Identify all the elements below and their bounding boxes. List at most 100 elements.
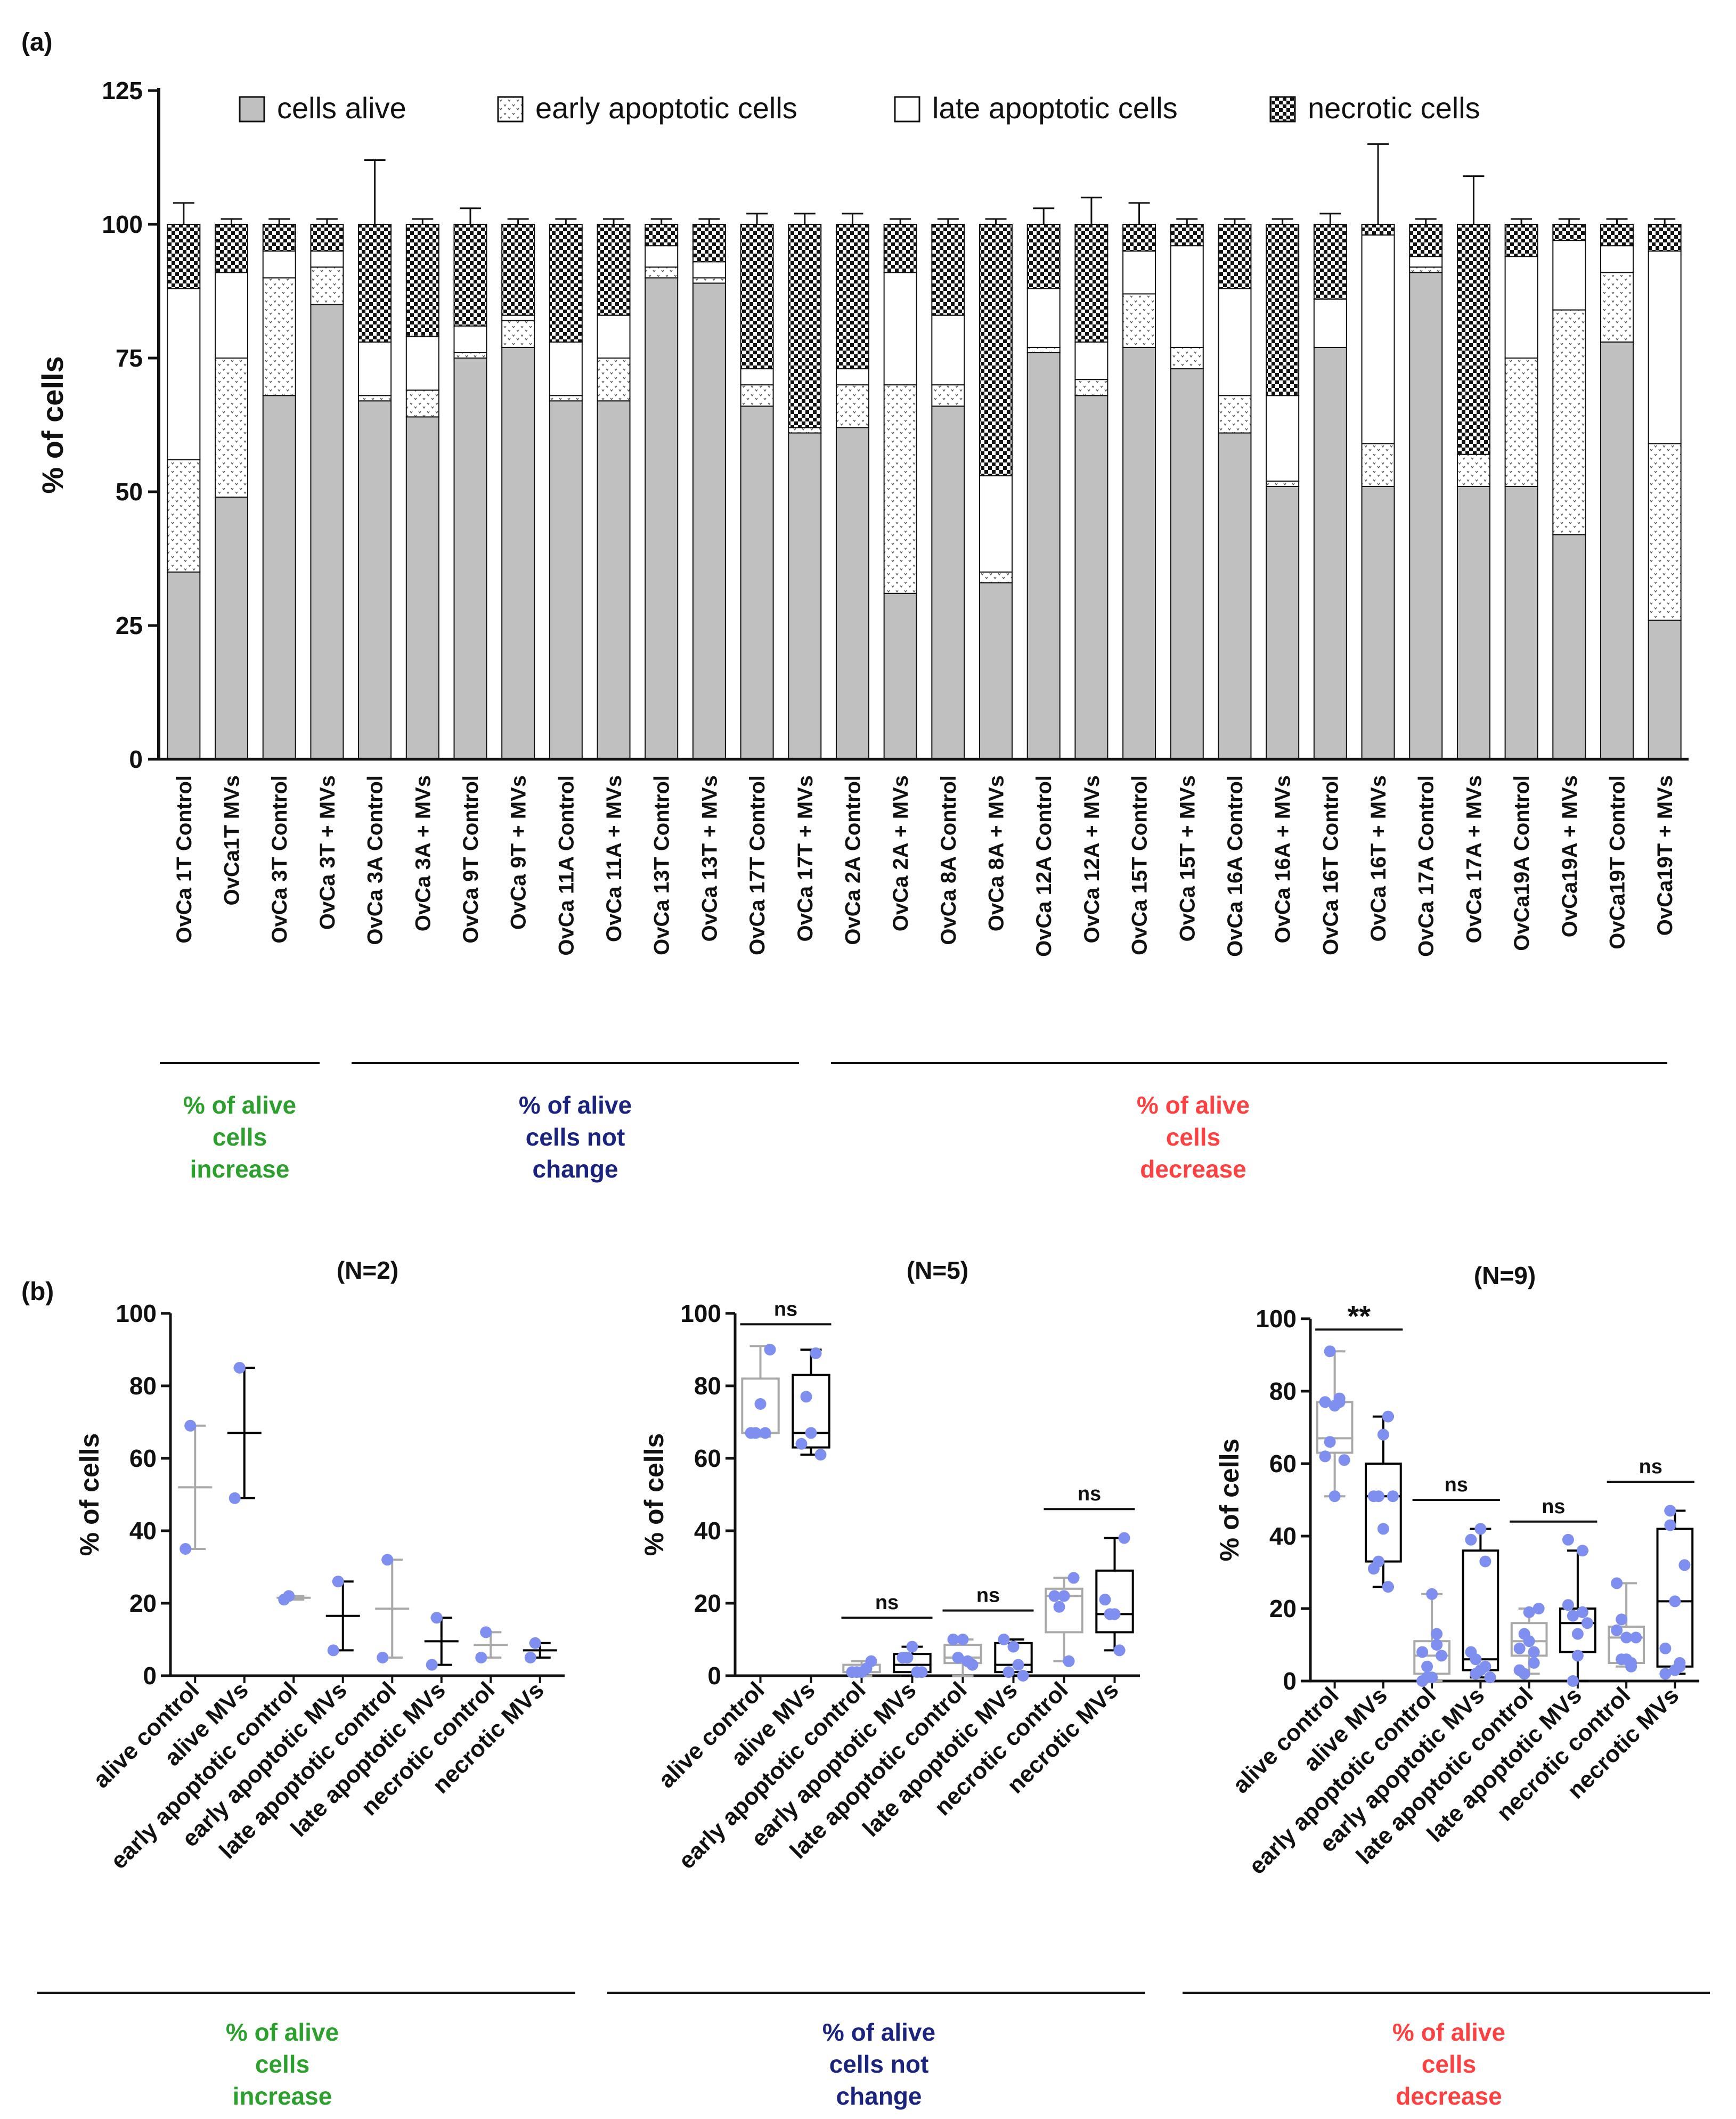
x-tick-label-23: OvCa 16A + MVs	[1272, 775, 1295, 943]
bar-necrotic-15	[883, 224, 917, 273]
bar-alive-15	[883, 592, 917, 760]
x-tick-label-30: OvCa19T Control	[1605, 775, 1629, 949]
bar-necrotic-21	[1170, 224, 1204, 247]
point-b2-3-1	[901, 1652, 914, 1663]
point-b2-6-1	[1053, 1601, 1065, 1613]
bar-alive-5	[405, 416, 439, 760]
point-b3-5-6	[1567, 1675, 1579, 1687]
point-b2-0-4	[764, 1344, 776, 1355]
point-b3-1-3	[1382, 1410, 1394, 1423]
bar-necrotic-8	[549, 224, 583, 343]
point-b2-7-3	[1113, 1644, 1126, 1657]
x-tick-label-5: OvCa 3A + MVs	[411, 775, 435, 931]
x-tick-label-18: OvCa 12A Control	[1032, 775, 1056, 957]
bar-necrotic-24	[1313, 224, 1347, 300]
y-tick-label-b2-1: 20	[694, 1589, 721, 1617]
point-b2-1-1	[800, 1391, 812, 1403]
point-b2-5-2	[1007, 1641, 1020, 1653]
point-b3-5-8	[1576, 1545, 1588, 1557]
y-tick-label-4: 100	[102, 210, 143, 238]
x-tick-label-27: OvCa 17A + MVs	[1462, 775, 1486, 943]
x-tick-label-11: OvCa 13T + MVs	[698, 775, 721, 941]
group-text-a-nochange-1: cells not	[526, 1123, 625, 1151]
bar-early-20	[1122, 293, 1156, 348]
bar-alive-2	[262, 395, 296, 760]
sig-label-b3-1: ns	[1445, 1474, 1468, 1496]
point-b3-7-5	[1659, 1668, 1672, 1680]
point-b2-1-2	[805, 1427, 817, 1439]
sig-label-b2-2: ns	[976, 1585, 1000, 1607]
point-b3-2-4	[1436, 1650, 1448, 1662]
point-b2-1-4	[814, 1449, 827, 1461]
bar-alive-13	[788, 432, 822, 760]
bar-necrotic-20	[1122, 224, 1156, 252]
x-tick-label-25: OvCa 16T + MVs	[1367, 775, 1390, 941]
point-b2-7-0	[1099, 1594, 1111, 1606]
x-tick-label-b1-2: early apoptotic control	[105, 1677, 303, 1874]
y-tick-label-b2-3: 60	[694, 1444, 721, 1472]
bar-necrotic-27	[1456, 224, 1490, 455]
point-b2-0-1	[749, 1427, 762, 1439]
bar-alive-14	[835, 427, 869, 760]
point-b2-1-3	[810, 1347, 822, 1359]
x-tick-label-12: OvCa 17T Control	[746, 775, 769, 955]
point-b3-0-4	[1338, 1454, 1350, 1466]
y-tick-label-b3-4: 80	[1269, 1377, 1297, 1405]
group-text-b-nochange-2: change	[836, 2082, 922, 2110]
bar-early-21	[1170, 346, 1204, 370]
point-b2-4-2	[957, 1634, 969, 1645]
y-tick-label-1: 25	[116, 612, 143, 639]
box-b2-1	[792, 1374, 830, 1449]
point-b3-6-5	[1611, 1624, 1623, 1636]
legend-label-necrotic: necrotic cells	[1308, 91, 1480, 125]
point-b3-4-7	[1523, 1606, 1535, 1618]
point-b2-5-4	[1017, 1670, 1029, 1682]
bar-early-4	[358, 395, 392, 402]
bar-alive-10	[645, 277, 679, 760]
point-b2-5-3	[1012, 1659, 1024, 1671]
point-b3-3-3	[1479, 1660, 1492, 1673]
point-b3-6-4	[1630, 1631, 1642, 1644]
point-b3-0-8	[1333, 1392, 1346, 1404]
y-tick-label-b1-1: 20	[129, 1589, 157, 1617]
bar-alive-8	[549, 400, 583, 760]
group-text-b-nochange-0: % of alive	[822, 2018, 935, 2046]
bar-early-17	[979, 571, 1013, 583]
point-b3-4-3	[1528, 1646, 1540, 1658]
group-text-b-increase-2: increase	[233, 2082, 332, 2110]
bar-alive-1	[215, 497, 249, 760]
bar-late-15	[883, 272, 917, 386]
point-b3-3-7	[1474, 1523, 1487, 1535]
box-b3-1	[1365, 1463, 1402, 1563]
bar-late-23	[1266, 395, 1300, 482]
chart-title-b2: (N=5)	[907, 1256, 968, 1284]
bar-alive-21	[1170, 368, 1204, 760]
point-b1-7-1	[529, 1637, 541, 1649]
sig-label-b3-3: ns	[1639, 1456, 1662, 1478]
point-b1-4-1	[381, 1554, 394, 1566]
legend-swatch-late	[894, 96, 920, 123]
bar-necrotic-6	[453, 224, 487, 327]
y-tick-label-b2-5: 100	[680, 1300, 721, 1327]
x-tick-label-16: OvCa 8A Control	[937, 775, 960, 945]
group-labels: % of alive cells increase % of alive cells n…	[37, 1062, 1710, 2110]
bar-alive-26	[1409, 272, 1443, 760]
y-tick-label-b3-3: 60	[1269, 1450, 1297, 1477]
point-b1-6-0	[475, 1652, 487, 1663]
point-b2-6-2	[1058, 1590, 1070, 1602]
x-tick-label-22: OvCa 16A Control	[1224, 775, 1247, 957]
point-b2-6-3	[1063, 1655, 1075, 1667]
bar-alive-24	[1313, 346, 1347, 760]
y-tick-label-2: 50	[116, 478, 143, 506]
point-b3-3-0	[1465, 1533, 1477, 1546]
bar-late-14	[835, 368, 869, 386]
bar-early-27	[1456, 453, 1490, 487]
bar-late-10	[645, 245, 679, 268]
point-b3-1-1	[1372, 1555, 1384, 1568]
bar-alive-4	[358, 400, 392, 760]
point-b3-7-1	[1664, 1505, 1676, 1517]
x-tick-label-31: OvCa19T + MVs	[1653, 775, 1677, 936]
chart-title-b1: (N=2)	[337, 1256, 398, 1284]
point-b2-2-4	[865, 1655, 877, 1667]
